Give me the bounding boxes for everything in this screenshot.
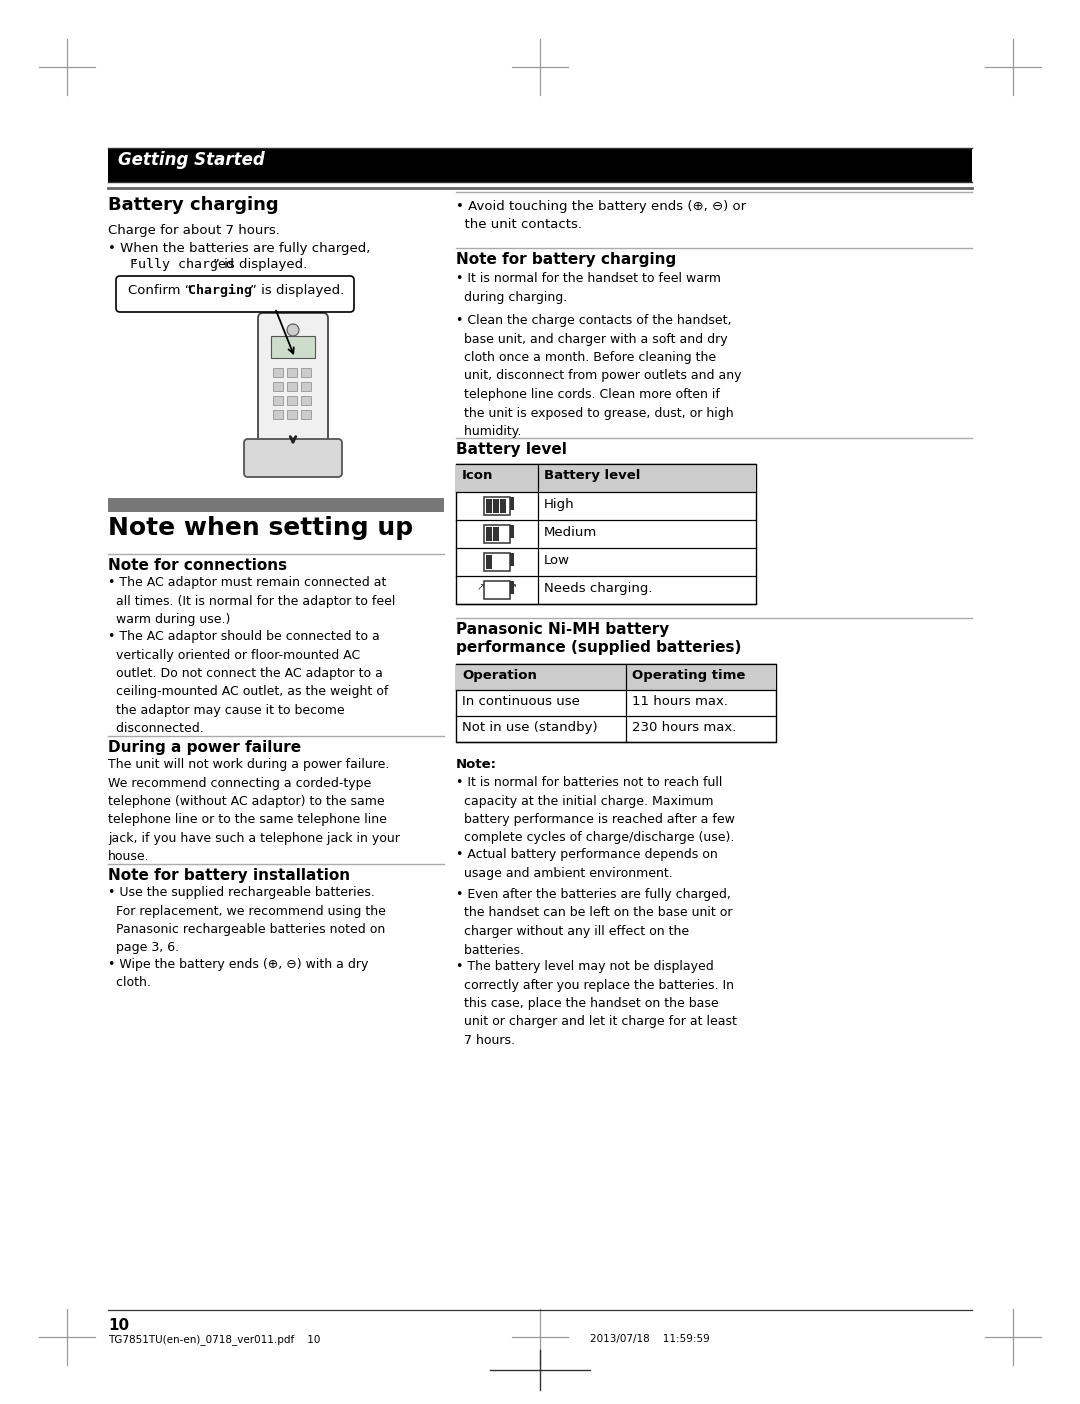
Text: ” is displayed.: ” is displayed. <box>213 258 307 271</box>
Text: • It is normal for batteries not to reach full
  capacity at the initial charge.: • It is normal for batteries not to reac… <box>456 776 734 844</box>
Bar <box>486 555 492 569</box>
Text: Note for connections: Note for connections <box>108 557 287 573</box>
Text: • The AC adaptor should be connected to a
  vertically oriented or floor-mounted: • The AC adaptor should be connected to … <box>108 630 389 736</box>
Text: TG7851TU(en-en)_0718_ver011.pdf    10: TG7851TU(en-en)_0718_ver011.pdf 10 <box>108 1334 321 1345</box>
Text: Charge for about 7 hours.: Charge for about 7 hours. <box>108 225 280 237</box>
Bar <box>492 526 499 541</box>
Bar <box>510 503 514 510</box>
Text: Battery level: Battery level <box>544 469 640 482</box>
Bar <box>510 497 514 505</box>
Bar <box>273 368 283 378</box>
Bar <box>484 497 510 515</box>
Text: Medium: Medium <box>544 526 597 539</box>
Text: • Wipe the battery ends (⊕, ⊖) with a dry
  cloth.: • Wipe the battery ends (⊕, ⊖) with a dr… <box>108 958 368 990</box>
Bar <box>510 581 514 590</box>
Text: Note:: Note: <box>456 758 497 771</box>
Bar <box>510 585 514 594</box>
Text: Operation: Operation <box>462 668 537 682</box>
Text: The unit will not work during a power failure.
We recommend connecting a corded-: The unit will not work during a power fa… <box>108 758 400 863</box>
Bar <box>271 336 315 358</box>
Bar <box>108 147 972 183</box>
Bar <box>456 463 756 491</box>
Text: High: High <box>544 498 575 511</box>
Text: Battery charging: Battery charging <box>108 197 279 213</box>
Text: ” is displayed.: ” is displayed. <box>249 284 345 298</box>
Bar <box>484 553 510 571</box>
Bar <box>492 498 499 512</box>
Bar <box>287 396 297 404</box>
Text: ↗: ↗ <box>509 583 517 592</box>
Text: Note for battery installation: Note for battery installation <box>108 868 350 883</box>
FancyBboxPatch shape <box>258 313 328 444</box>
Text: • The AC adaptor must remain connected at
  all times. (It is normal for the ada: • The AC adaptor must remain connected a… <box>108 576 395 626</box>
Bar <box>108 498 444 512</box>
Bar <box>301 382 311 390</box>
Bar <box>500 498 507 512</box>
Text: Needs charging.: Needs charging. <box>544 583 652 595</box>
Text: • Even after the batteries are fully charged,
  the handset can be left on the b: • Even after the batteries are fully cha… <box>456 887 732 956</box>
Bar <box>456 463 756 604</box>
Text: Not in use (standby): Not in use (standby) <box>462 722 597 734</box>
Bar <box>287 410 297 418</box>
Text: “: “ <box>122 258 137 271</box>
Text: • The battery level may not be displayed
  correctly after you replace the batte: • The battery level may not be displayed… <box>456 960 737 1047</box>
Text: Getting Started: Getting Started <box>118 152 265 168</box>
Text: 230 hours max.: 230 hours max. <box>632 722 737 734</box>
Bar <box>486 526 492 541</box>
Bar <box>287 382 297 390</box>
Text: During a power failure: During a power failure <box>108 740 301 755</box>
Bar <box>484 581 510 600</box>
Text: 10: 10 <box>108 1318 130 1332</box>
Circle shape <box>287 324 299 336</box>
Text: Note when setting up: Note when setting up <box>108 517 414 541</box>
Bar <box>484 525 510 543</box>
FancyBboxPatch shape <box>244 439 342 477</box>
Text: In continuous use: In continuous use <box>462 695 580 708</box>
Text: Confirm “: Confirm “ <box>129 284 191 298</box>
Bar <box>456 664 777 689</box>
Text: • Avoid touching the battery ends (⊕, ⊖) or
  the unit contacts.: • Avoid touching the battery ends (⊕, ⊖)… <box>456 199 746 230</box>
FancyBboxPatch shape <box>116 277 354 312</box>
Text: 11 hours max.: 11 hours max. <box>632 695 728 708</box>
Text: Battery level: Battery level <box>456 442 567 456</box>
Bar <box>510 525 514 534</box>
Text: Operating time: Operating time <box>632 668 745 682</box>
Text: 2013/07/18    11:59:59: 2013/07/18 11:59:59 <box>590 1334 710 1344</box>
Bar <box>301 368 311 378</box>
Text: Panasonic Ni-MH battery: Panasonic Ni-MH battery <box>456 622 670 637</box>
Text: Charging: Charging <box>188 284 252 298</box>
Bar <box>273 382 283 390</box>
Text: Note for battery charging: Note for battery charging <box>456 251 676 267</box>
Bar <box>273 410 283 418</box>
Text: • It is normal for the handset to feel warm
  during charging.: • It is normal for the handset to feel w… <box>456 272 721 303</box>
Text: • Actual battery performance depends on
  usage and ambient environment.: • Actual battery performance depends on … <box>456 848 718 879</box>
Bar <box>301 396 311 404</box>
Bar <box>287 368 297 378</box>
Text: performance (supplied batteries): performance (supplied batteries) <box>456 640 741 656</box>
Bar <box>510 553 514 562</box>
Bar <box>510 557 514 566</box>
Text: Low: Low <box>544 555 570 567</box>
Bar <box>486 498 492 512</box>
Text: Fully charged: Fully charged <box>130 258 234 271</box>
Text: Icon: Icon <box>462 469 494 482</box>
Bar <box>273 396 283 404</box>
Bar <box>510 529 514 538</box>
Text: ↗: ↗ <box>477 583 485 592</box>
Text: • Clean the charge contacts of the handset,
  base unit, and charger with a soft: • Clean the charge contacts of the hands… <box>456 314 742 438</box>
Text: • Use the supplied rechargeable batteries.
  For replacement, we recommend using: • Use the supplied rechargeable batterie… <box>108 886 386 955</box>
Text: • When the batteries are fully charged,: • When the batteries are fully charged, <box>108 241 370 256</box>
Bar <box>456 664 777 741</box>
Bar <box>301 410 311 418</box>
